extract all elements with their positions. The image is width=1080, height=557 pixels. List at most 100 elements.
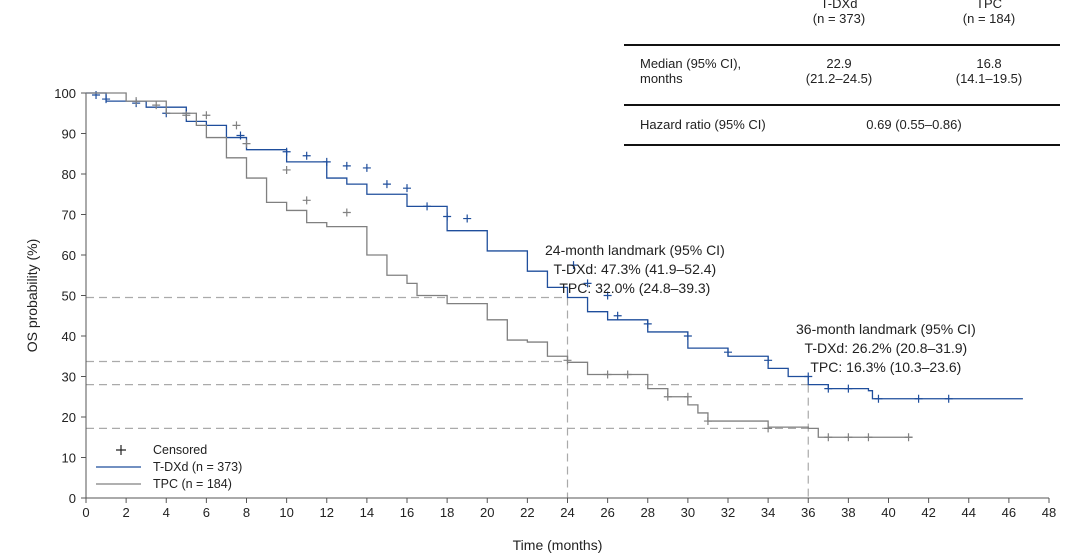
- km-curve-tdxd: [86, 92, 1023, 400]
- censor-mark: [423, 202, 432, 211]
- header-tpc: TPC (n = 184): [924, 0, 1054, 26]
- censor-mark: [102, 95, 111, 104]
- censor-mark: [703, 417, 712, 426]
- x-tick-label: 42: [921, 505, 935, 520]
- x-tick-label: 30: [681, 505, 695, 520]
- censor-mark: [282, 147, 291, 156]
- censor-mark: [844, 384, 853, 393]
- table-header: T-DXd (n = 373) TPC (n = 184): [624, 0, 1060, 46]
- censor-mark: [683, 332, 692, 340]
- landmark-36-annotation: 36-month landmark (95% CI) T-DXd: 26.2% (…: [796, 321, 976, 375]
- x-tick-label: 22: [520, 505, 534, 520]
- y-tick-label: 40: [62, 329, 76, 344]
- y-tick-label: 10: [62, 451, 76, 466]
- censor-mark: [563, 356, 572, 365]
- arm-n: (n = 184): [962, 11, 1016, 26]
- y-tick-label: 100: [54, 86, 76, 101]
- legend-censored-icon: [116, 445, 126, 455]
- censor-mark: [914, 394, 923, 403]
- censor-mark: [683, 392, 692, 401]
- x-tick-label: 32: [721, 505, 735, 520]
- y-axis-label: OS probability (%): [24, 239, 40, 353]
- y-tick-label: 80: [62, 167, 76, 182]
- arm-n: (n = 373): [812, 11, 866, 26]
- hr-label: Hazard ratio (95% CI): [640, 117, 766, 132]
- x-tick-label: 14: [360, 505, 374, 520]
- censor-mark: [282, 165, 291, 174]
- censor-mark: [824, 384, 833, 393]
- x-tick-label: 18: [440, 505, 454, 520]
- x-axis-label: Time (months): [513, 537, 603, 553]
- x-tick-label: 6: [203, 505, 210, 520]
- x-tick-label: 4: [163, 505, 170, 520]
- censor-mark: [904, 433, 913, 442]
- x-tick-label: 26: [600, 505, 614, 520]
- censor-mark: [342, 161, 351, 170]
- censor-mark: [152, 101, 161, 110]
- median-tpc: 16.8 (14.1–19.5): [955, 56, 1023, 86]
- censor-mark: [443, 212, 452, 221]
- x-tick-label: 24: [560, 505, 574, 520]
- censor-mark: [643, 319, 652, 328]
- censor-mark: [132, 97, 141, 106]
- arm-label: T-DXd: [820, 0, 858, 11]
- censor-mark: [583, 279, 592, 288]
- censor-mark: [603, 370, 612, 379]
- x-tick-label: 10: [279, 505, 293, 520]
- censor-mark: [232, 121, 241, 130]
- censor-mark: [463, 214, 472, 223]
- hr-value: 0.69 (0.55–0.86): [866, 117, 962, 132]
- y-tick-label: 60: [62, 248, 76, 263]
- legend-censored-label: Censored: [153, 443, 207, 457]
- x-tick-label: 46: [1002, 505, 1016, 520]
- censor-mark: [182, 111, 191, 120]
- y-tick-label: 90: [62, 127, 76, 142]
- y-tick-label: 30: [62, 370, 76, 385]
- y-tick-label: 70: [62, 208, 76, 223]
- censor-mark: [382, 180, 391, 189]
- landmark-24-annotation: 24-month landmark (95% CI) T-DXd: 47.3% (…: [545, 242, 725, 296]
- x-tick-label: 44: [962, 505, 976, 520]
- median-row: Median (95% CI), months 22.9 (21.2–24.5) 1…: [624, 46, 1060, 106]
- x-tick-label: 8: [243, 505, 250, 520]
- censor-mark: [944, 394, 953, 403]
- y-tick-label: 50: [62, 289, 76, 304]
- censor-mark: [764, 424, 773, 433]
- censor-mark: [569, 261, 578, 270]
- censor-mark: [202, 111, 211, 120]
- censor-mark: [864, 433, 873, 442]
- censor-mark: [844, 433, 853, 442]
- x-tick-label: 34: [761, 505, 775, 520]
- x-tick-label: 38: [841, 505, 855, 520]
- censor-mark: [403, 184, 411, 193]
- x-tick-label: 12: [320, 505, 334, 520]
- censor-mark: [302, 196, 311, 205]
- x-tick-label: 0: [82, 505, 89, 520]
- censor-mark: [663, 392, 672, 401]
- censor-mark: [242, 139, 251, 148]
- y-tick-label: 20: [62, 410, 76, 425]
- legend-label: TPC (n = 184): [153, 477, 232, 491]
- censor-mark: [342, 208, 351, 217]
- censor-mark: [362, 163, 371, 172]
- km-curve-tpc: [86, 92, 913, 438]
- censor-mark: [92, 91, 101, 100]
- x-tick-label: 28: [641, 505, 655, 520]
- censor-mark: [603, 291, 612, 300]
- censor-mark: [322, 157, 331, 166]
- censor-mark: [236, 131, 245, 140]
- censor-mark: [724, 348, 732, 357]
- censor-mark: [824, 433, 833, 442]
- censor-mark: [804, 372, 813, 381]
- legend-label: T-DXd (n = 373): [153, 460, 242, 474]
- censor-mark: [764, 356, 773, 365]
- x-tick-label: 20: [480, 505, 494, 520]
- header-tdxd: T-DXd (n = 373): [774, 0, 904, 26]
- x-tick-label: 2: [123, 505, 130, 520]
- censor-mark: [302, 151, 311, 160]
- median-tdxd: 22.9 (21.2–24.5): [805, 56, 873, 86]
- censor-mark: [613, 311, 622, 320]
- censor-mark: [874, 394, 883, 403]
